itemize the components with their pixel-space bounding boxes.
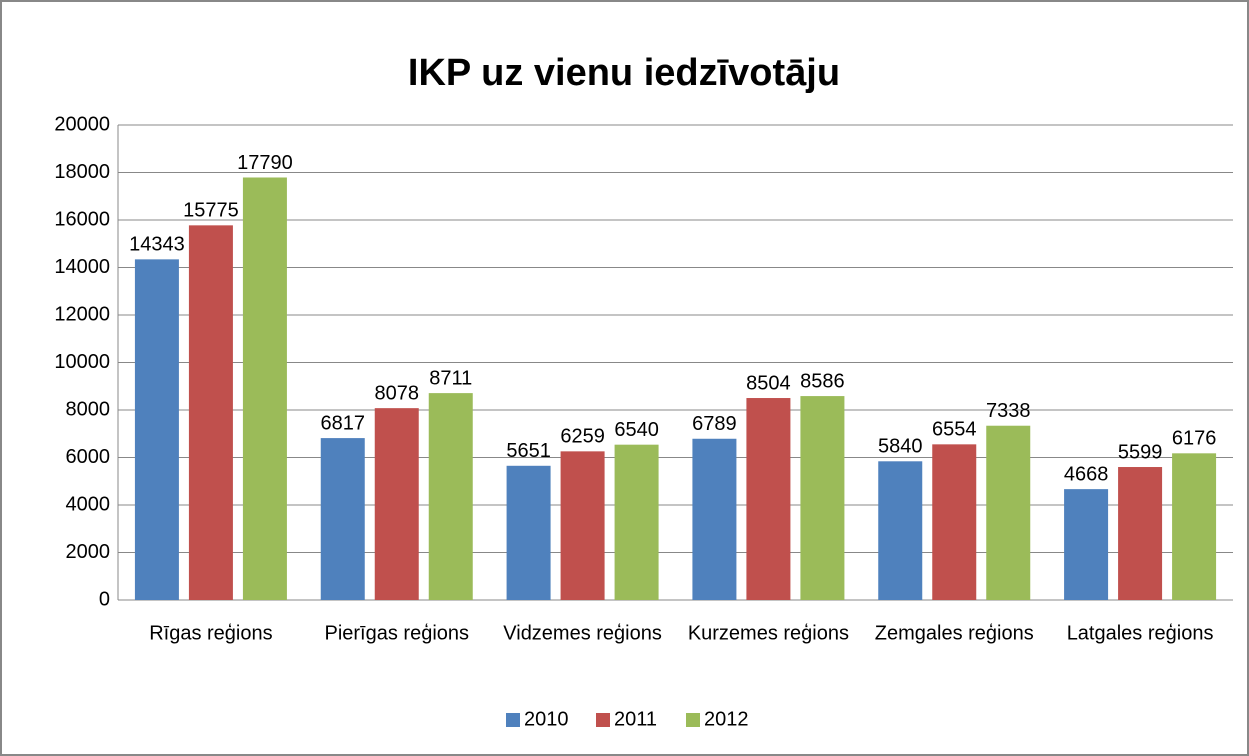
bar — [614, 444, 659, 600]
bar — [428, 393, 473, 600]
value-label: 6554 — [932, 419, 977, 441]
y-tick-label: 20000 — [54, 113, 110, 135]
x-tick-label: Rīgas reģions — [149, 622, 272, 644]
value-label: 14343 — [129, 234, 185, 256]
value-label: 17790 — [237, 152, 293, 174]
bar — [134, 259, 179, 600]
x-tick-label: Zemgales reģions — [875, 622, 1034, 644]
y-tick-label: 18000 — [54, 161, 110, 183]
bar — [932, 444, 977, 600]
bar — [692, 438, 737, 600]
x-tick-label: Vidzemes reģions — [503, 622, 662, 644]
y-tick-label: 14000 — [54, 256, 110, 278]
value-label: 5840 — [878, 436, 923, 458]
value-label: 8078 — [375, 382, 420, 404]
value-label: 8586 — [800, 370, 845, 392]
legend-label: 2010 — [524, 708, 569, 730]
y-tick-label: 8000 — [66, 398, 111, 420]
value-label: 6176 — [1172, 428, 1217, 450]
y-tick-label: 0 — [99, 588, 110, 610]
bar — [1118, 467, 1163, 600]
x-tick-label: Latgales reģions — [1067, 622, 1214, 644]
y-tick-label: 10000 — [54, 351, 110, 373]
bar — [746, 398, 791, 600]
value-label: 6789 — [692, 413, 737, 435]
bar — [878, 461, 923, 600]
value-label: 4668 — [1064, 463, 1109, 485]
bar — [188, 225, 233, 600]
legend-swatch — [686, 713, 700, 727]
y-tick-label: 6000 — [66, 446, 111, 468]
value-label: 6259 — [560, 426, 605, 448]
bar — [320, 438, 365, 600]
x-tick-label: Pierīgas reģions — [324, 622, 469, 644]
value-label: 7338 — [986, 400, 1031, 422]
value-label: 5599 — [1118, 441, 1163, 463]
legend-label: 2011 — [614, 708, 657, 730]
bar — [986, 425, 1031, 600]
value-label: 15775 — [183, 200, 239, 222]
legend-label: 2012 — [704, 708, 749, 730]
y-tick-label: 2000 — [66, 541, 111, 563]
x-tick-label: Kurzemes reģions — [688, 622, 849, 644]
y-tick-label: 16000 — [54, 208, 110, 230]
value-label: 6540 — [614, 419, 659, 441]
legend-swatch — [506, 713, 520, 727]
bar — [506, 465, 551, 600]
value-label: 8711 — [429, 367, 472, 389]
y-tick-label: 12000 — [54, 303, 110, 325]
value-label: 8504 — [746, 372, 791, 394]
chart-title: IKP uz vienu iedzīvotāju — [408, 52, 840, 94]
bar — [242, 177, 287, 601]
value-label: 5651 — [506, 440, 551, 462]
bar — [1064, 489, 1109, 600]
bar — [560, 451, 605, 600]
bar — [1172, 453, 1217, 600]
y-tick-label: 4000 — [66, 493, 111, 515]
legend-swatch — [596, 713, 610, 727]
bar — [800, 396, 845, 600]
value-label: 6817 — [321, 412, 366, 434]
bar — [374, 408, 419, 600]
